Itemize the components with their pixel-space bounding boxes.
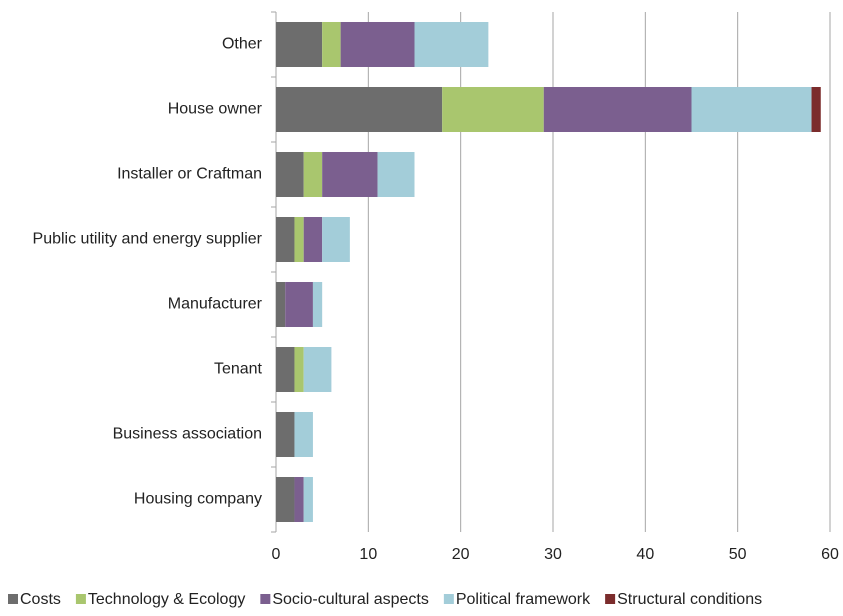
legend-label: Socio-cultural aspects [272, 591, 429, 608]
legend-swatch [8, 594, 18, 604]
legend-label: Technology & Ecology [88, 591, 245, 608]
legend-swatch [605, 594, 616, 604]
bar-segment [276, 152, 304, 197]
x-tick-label: 20 [452, 546, 470, 563]
bar-segment [414, 22, 489, 67]
legend-swatch [260, 594, 271, 604]
x-tick-label: 30 [544, 546, 562, 563]
bar-segment [543, 87, 692, 132]
bar-segment [276, 22, 323, 67]
bar-segment [294, 477, 304, 522]
y-tick-label: Housing company [134, 491, 262, 508]
y-tick-label: Business association [113, 426, 262, 443]
y-tick-label: Tenant [214, 361, 263, 378]
x-tick-label: 50 [729, 546, 747, 563]
x-tick-label: 10 [359, 546, 377, 563]
bar-segment [276, 347, 295, 392]
bar-segment [312, 282, 323, 327]
y-tick-label: House owner [168, 101, 263, 118]
bar-segment [303, 152, 323, 197]
bar-segment [303, 477, 313, 522]
bar-segment [276, 412, 295, 457]
bar-segment [322, 217, 350, 262]
legend-label: Structural conditions [617, 591, 762, 608]
y-tick-label: Installer or Craftman [117, 166, 262, 183]
bar-segment [285, 282, 313, 327]
legend-swatch [75, 594, 86, 604]
bar-segment [276, 477, 295, 522]
bar-segment [377, 152, 415, 197]
bar-segment [322, 152, 378, 197]
legend-swatch [443, 594, 454, 604]
y-tick-label: Other [222, 36, 263, 53]
bar-segment [294, 347, 304, 392]
y-tick-label: Public utility and energy supplier [33, 231, 263, 248]
legend-label: Costs [20, 591, 61, 608]
y-tick-label: Manufacturer [168, 296, 263, 313]
bar-segment [322, 22, 341, 67]
bar-segment [303, 347, 332, 392]
x-tick-label: 0 [272, 546, 281, 563]
bar-segment [303, 217, 323, 262]
x-tick-label: 40 [636, 546, 654, 563]
bar-segment [276, 87, 443, 132]
bar-segment [276, 217, 295, 262]
legend-label: Political framework [456, 591, 591, 608]
x-tick-label: 60 [821, 546, 839, 563]
bar-segment [294, 412, 313, 457]
bar-segment [276, 282, 286, 327]
bar-segment [811, 87, 821, 132]
bar-segment [442, 87, 544, 132]
bar-segment [691, 87, 812, 132]
bar-segment [340, 22, 415, 67]
bar-segment [294, 217, 304, 262]
